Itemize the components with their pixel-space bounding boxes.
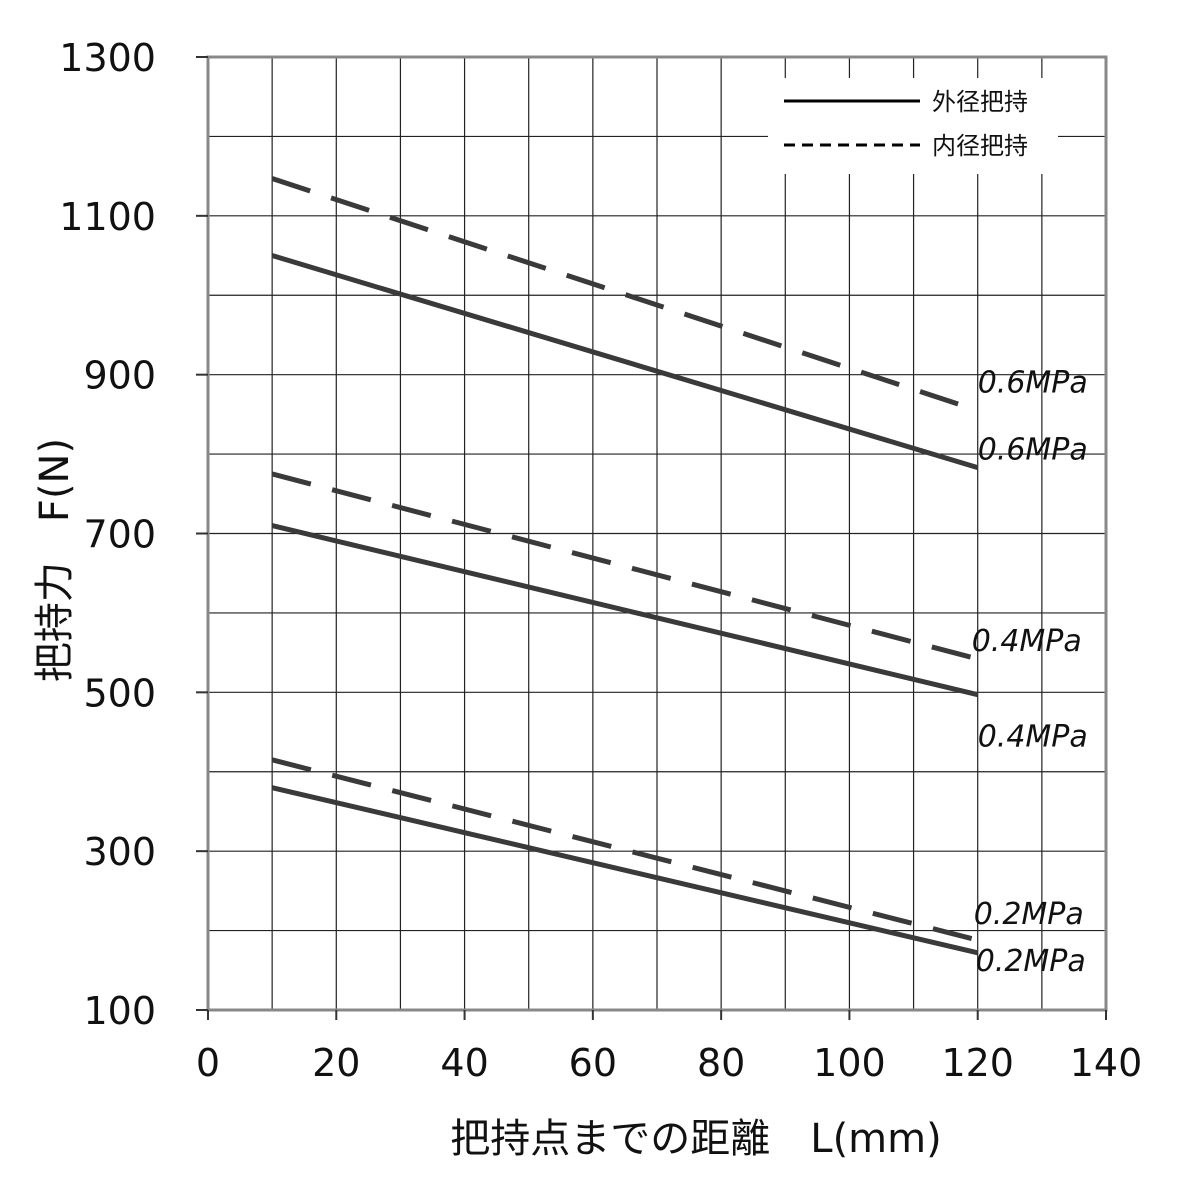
series-label-0.6MPa: 0.6MPa xyxy=(978,365,1088,400)
series-label-0.2MPa: 0.2MPa xyxy=(976,944,1086,979)
x-axis-title: 把持点までの距離 L(mm) xyxy=(450,1116,941,1162)
x-tick-label: 40 xyxy=(440,1041,488,1085)
x-tick-label: 120 xyxy=(941,1041,1014,1085)
x-tick-label: 20 xyxy=(312,1041,360,1085)
y-tick-label: 1100 xyxy=(59,195,156,239)
legend-box xyxy=(768,78,1058,174)
y-tick-label: 900 xyxy=(83,354,156,398)
x-tick-label: 140 xyxy=(1070,1041,1143,1085)
grid-layer xyxy=(208,57,1106,1010)
y-axis-title: 把持力 F(N) xyxy=(32,438,78,682)
x-tick-label: 80 xyxy=(697,1041,745,1085)
series-line-dashed-0.2MPa xyxy=(271,757,979,943)
series-line-solid-0.4MPa xyxy=(271,523,979,698)
series-line-dashed-0.6MPa xyxy=(271,176,979,413)
series-label-0.2MPa: 0.2MPa xyxy=(974,897,1084,932)
series-labels: 0.6MPa 0.6MPa 0.4MPa 0.4MPa 0.2MPa 0.2MPa xyxy=(972,365,1088,978)
tick-layer: 0 20 40 60 80 100 120 140 100 300 500 700 900 1100 130… xyxy=(59,36,1142,1085)
legend-label: 内径把持 xyxy=(932,132,1028,160)
series-line-solid-0.2MPa xyxy=(271,785,979,956)
x-tick-label: 0 xyxy=(196,1041,220,1085)
y-tick-label: 1300 xyxy=(59,36,156,80)
y-tick-label: 700 xyxy=(83,513,156,557)
series-label-0.4MPa: 0.4MPa xyxy=(978,720,1088,755)
x-tick-label: 100 xyxy=(813,1041,886,1085)
series-line-solid-0.6MPa xyxy=(271,253,979,470)
y-tick-label: 300 xyxy=(83,830,156,874)
legend-label: 外径把持 xyxy=(932,88,1028,116)
y-tick-label: 100 xyxy=(83,989,156,1033)
series-label-0.4MPa: 0.4MPa xyxy=(972,624,1082,659)
series-label-0.6MPa: 0.6MPa xyxy=(978,433,1088,468)
series-layer xyxy=(271,176,979,956)
x-tick-label: 60 xyxy=(569,1041,617,1085)
y-tick-label: 500 xyxy=(83,671,156,715)
series-line-dashed-0.4MPa xyxy=(271,471,979,662)
